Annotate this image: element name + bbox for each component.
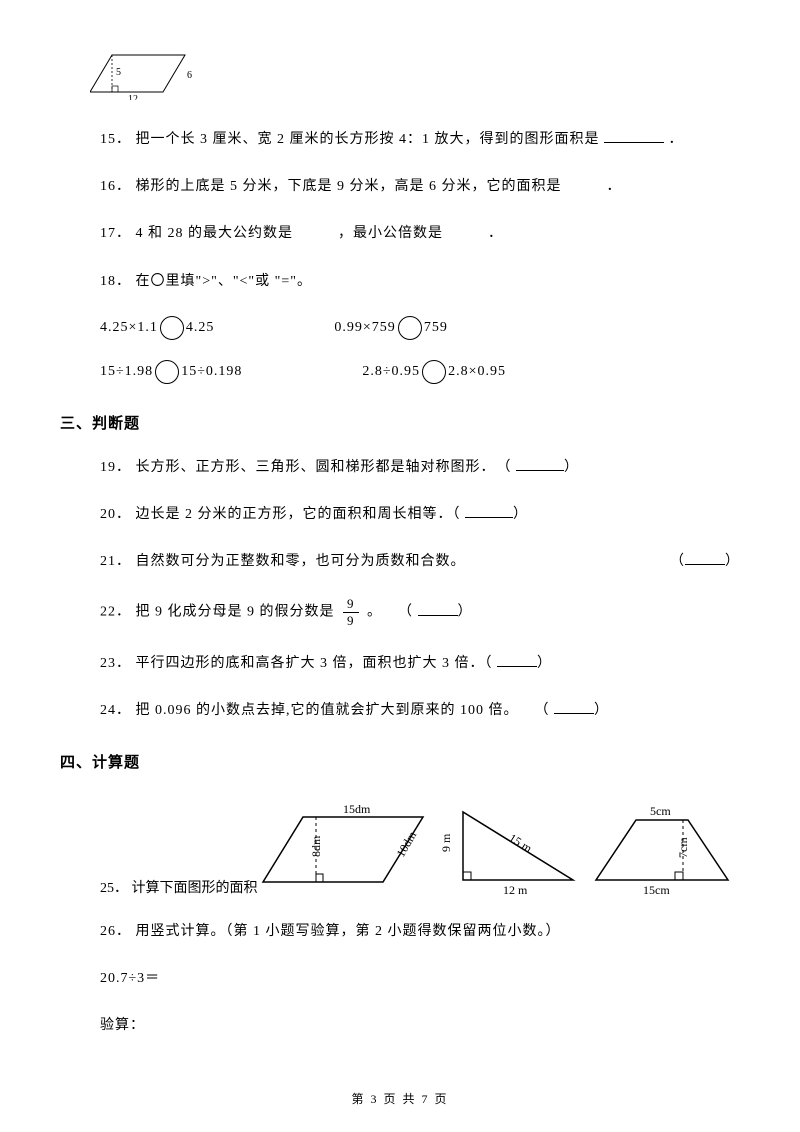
- question-22: 22． 把 9 化成分母是 9 的假分数是 9 9 。 （ ）: [100, 596, 740, 628]
- blank-input[interactable]: [516, 458, 564, 471]
- fraction-9-9: 9 9: [343, 596, 359, 628]
- q25-num: 25．: [100, 881, 128, 896]
- q18-text: 在〇里填">"、"<"或 "="。: [136, 274, 312, 289]
- question-16: 16． 梯形的上底是 5 分米，下底是 9 分米，高是 6 分米，它的面积是 ．: [100, 174, 740, 199]
- question-15: 15． 把一个长 3 厘米、宽 2 厘米的长方形按 4：1 放大，得到的图形面积…: [100, 127, 740, 152]
- side-label: 6: [187, 70, 192, 81]
- fraction-den: 9: [343, 613, 359, 629]
- q19-text: 长方形、正方形、三角形、圆和梯形都是轴对称图形． （: [136, 460, 512, 475]
- q15-num: 15．: [100, 132, 131, 147]
- compare-row-1: 4.25×1.1 4.25 0.99×759 759: [100, 316, 740, 340]
- q22-text-before: 把 9 化成分母是 9 的假分数是: [136, 605, 335, 620]
- blank-input[interactable]: [418, 602, 458, 616]
- question-26: 26． 用竖式计算。（第 1 小题写验算，第 2 小题得数保留两位小数。）: [100, 919, 740, 944]
- parallelogram-shape: 15dm 8dm 10dm: [258, 802, 438, 897]
- cmp-left: 0.99×759: [334, 320, 395, 336]
- blank-input[interactable]: [497, 653, 537, 667]
- fraction-num: 9: [343, 596, 359, 613]
- svg-text:15 m: 15 m: [506, 831, 535, 856]
- height-label: 5: [116, 67, 121, 78]
- q15-text-before: 把一个长 3 厘米、宽 2 厘米的长方形按 4：1 放大，得到的图形面积是: [136, 132, 600, 147]
- svg-text:15dm: 15dm: [343, 802, 371, 816]
- question-21: 21． 自然数可分为正整数和零，也可分为质数和合数。 （）: [100, 549, 740, 574]
- circle-blank[interactable]: [398, 316, 422, 340]
- page-footer: 第 3 页 共 7 页: [0, 1090, 800, 1107]
- svg-text:9 m: 9 m: [439, 833, 453, 852]
- question-20: 20． 边长是 2 分米的正方形，它的面积和周长相等．（ ）: [100, 502, 740, 527]
- compare-row-2: 15÷1.98 15÷0.198 2.8÷0.95 2.8×0.95: [100, 360, 740, 384]
- question-25-container: 25． 计算下面图形的面积 15dm 8dm 10dm 9 m 15 m 12 …: [60, 802, 740, 897]
- svg-text:7cm: 7cm: [676, 837, 690, 858]
- question-19: 19． 长方形、正方形、三角形、圆和梯形都是轴对称图形． （ ）: [100, 455, 740, 480]
- q24-num: 24．: [100, 703, 131, 718]
- svg-text:10dm: 10dm: [393, 828, 419, 859]
- triangle-shape: 9 m 15 m 12 m: [438, 802, 588, 897]
- base-label: 12: [128, 94, 138, 100]
- section-3-title: 三、判断题: [60, 412, 740, 433]
- cmp-left: 4.25×1.1: [100, 320, 158, 336]
- blank-input[interactable]: [685, 551, 725, 565]
- cmp-right: 2.8×0.95: [448, 364, 506, 380]
- calc-verify: 验算：: [100, 1013, 740, 1038]
- q20-text: 边长是 2 分米的正方形，它的面积和周长相等．（: [136, 507, 461, 522]
- q22-num: 22．: [100, 605, 131, 620]
- circle-blank[interactable]: [422, 360, 446, 384]
- cmp-right: 15÷0.198: [181, 364, 242, 380]
- svg-text:8dm: 8dm: [309, 835, 323, 857]
- q26-num: 26．: [100, 924, 131, 939]
- circle-blank[interactable]: [160, 316, 184, 340]
- cmp-left: 15÷1.98: [100, 364, 153, 380]
- q15-text-after: ．: [669, 132, 684, 147]
- cmp-left: 2.8÷0.95: [362, 364, 420, 380]
- q16-text: 梯形的上底是 5 分米，下底是 9 分米，高是 6 分米，它的面积是 ．: [136, 179, 622, 194]
- cmp-right: 4.25: [186, 320, 215, 336]
- question-24: 24． 把 0.096 的小数点去掉,它的值就会扩大到原来的 100 倍。 （ …: [100, 698, 740, 723]
- q16-num: 16．: [100, 179, 131, 194]
- q26-text: 用竖式计算。（第 1 小题写验算，第 2 小题得数保留两位小数。）: [136, 924, 561, 939]
- q22-text-after: 。 （: [367, 605, 413, 620]
- svg-text:5cm: 5cm: [650, 804, 671, 818]
- svg-text:15cm: 15cm: [643, 883, 670, 897]
- svg-text:12 m: 12 m: [503, 883, 528, 897]
- cmp-right: 759: [424, 320, 448, 336]
- q18-num: 18．: [100, 274, 131, 289]
- q24-text: 把 0.096 的小数点去掉,它的值就会扩大到原来的 100 倍。 （: [136, 703, 550, 718]
- q25-text: 计算下面图形的面积: [132, 881, 258, 896]
- q23-text: 平行四边形的底和高各扩大 3 倍，面积也扩大 3 倍．（: [136, 656, 493, 671]
- trapezoid-shape: 5cm 7cm 15cm: [588, 802, 738, 897]
- question-17: 17． 4 和 28 的最大公约数是 ，最小公倍数是 ．: [100, 221, 740, 246]
- blank-input[interactable]: [554, 700, 594, 714]
- q17-text: 4 和 28 的最大公约数是 ，最小公倍数是 ．: [136, 226, 504, 241]
- section-4-title: 四、计算题: [60, 751, 740, 772]
- circle-blank[interactable]: [155, 360, 179, 384]
- calc-expression: 20.7÷3＝: [100, 966, 740, 991]
- q20-num: 20．: [100, 507, 131, 522]
- question-23: 23． 平行四边形的底和高各扩大 3 倍，面积也扩大 3 倍．（ ）: [100, 651, 740, 676]
- question-18: 18． 在〇里填">"、"<"或 "="。: [100, 269, 740, 294]
- blank-input[interactable]: [604, 129, 664, 143]
- q19-num: 19．: [100, 460, 131, 475]
- blank-input[interactable]: [465, 505, 513, 518]
- top-parallelogram-figure: 5 6 12: [90, 50, 740, 105]
- q17-num: 17．: [100, 226, 131, 241]
- q21-num: 21．: [100, 554, 131, 569]
- q23-num: 23．: [100, 656, 131, 671]
- q21-text: 自然数可分为正整数和零，也可分为质数和合数。: [136, 554, 466, 569]
